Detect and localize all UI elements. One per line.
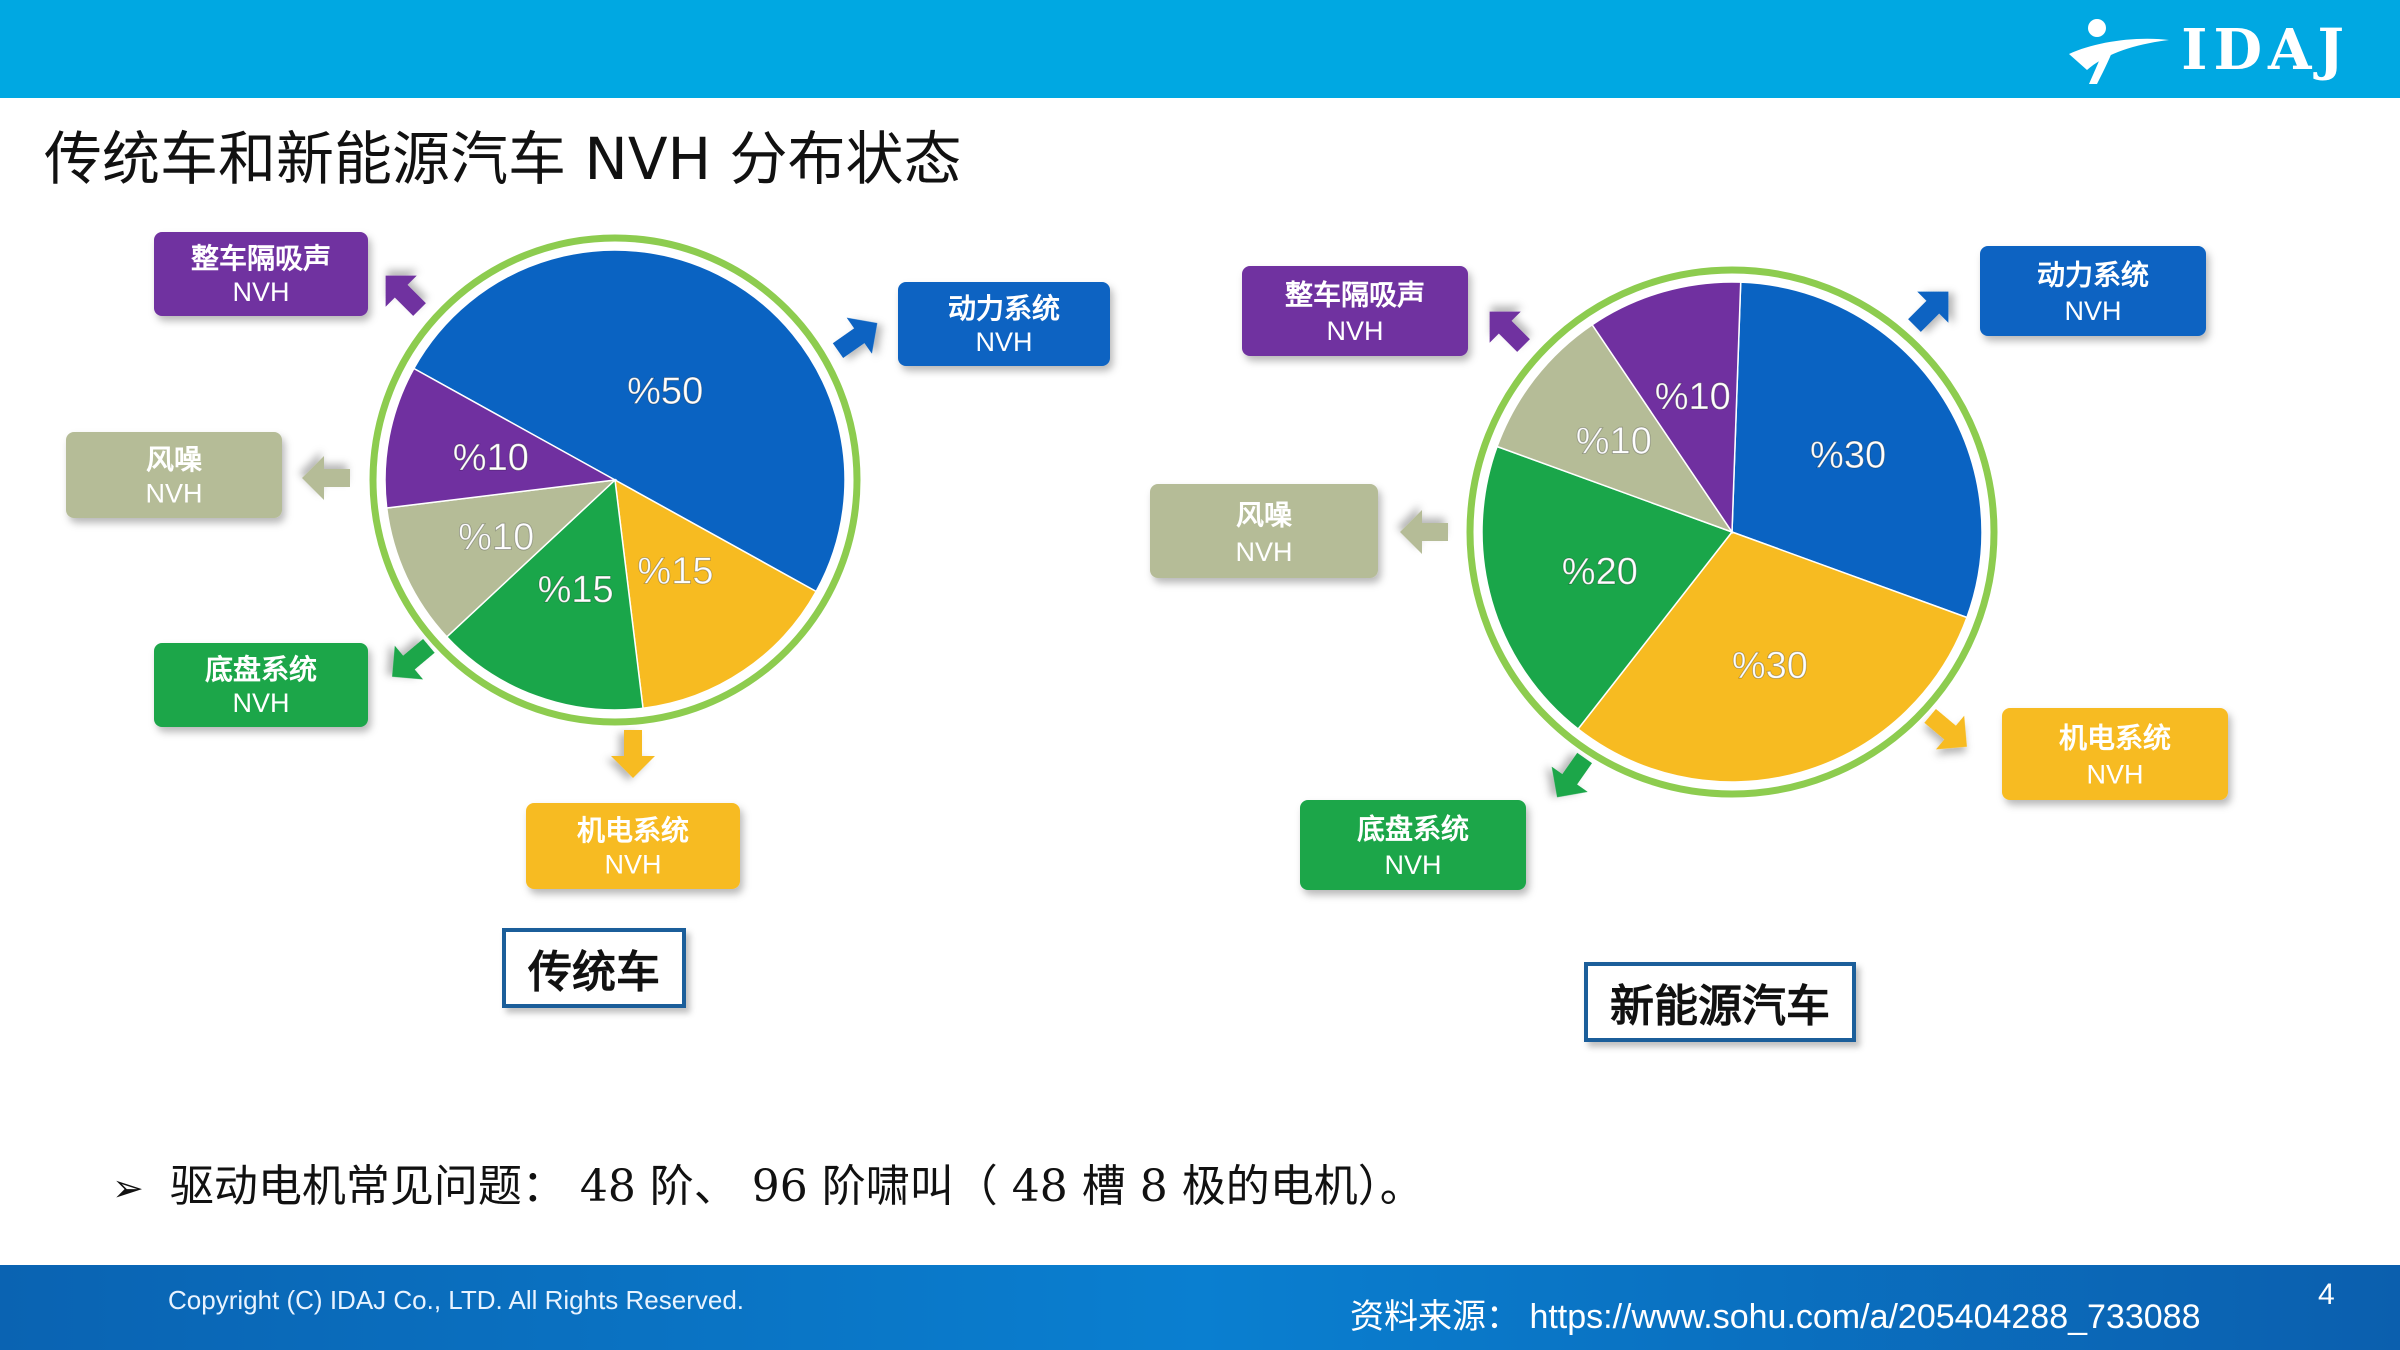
callout-line1: 风噪 — [1236, 498, 1292, 531]
callout-body-insulation: 整车隔吸声 NVH — [1242, 266, 1468, 356]
callout-line2: NVH — [2064, 296, 2121, 326]
page-title: 传统车和新能源汽车 NVH 分布状态 — [44, 125, 962, 193]
callout-line1: 机电系统 — [2059, 722, 2171, 755]
callout-box — [898, 282, 1110, 366]
page-number: 4 — [2318, 1278, 2335, 1311]
pie-label-wind-noise: %10 — [1576, 421, 1652, 463]
callout-line2: NVH — [1384, 850, 1441, 880]
callout-line1: 机电系统 — [577, 814, 689, 847]
pie-slice-chassis — [1481, 445, 1734, 731]
callout-box — [154, 643, 368, 727]
block-arrow-icon — [1908, 291, 1949, 332]
pie-slice-powertrain — [412, 249, 846, 593]
callout-box — [1300, 800, 1526, 890]
callout-line1: 风噪 — [146, 443, 202, 476]
pie-label-chassis: %20 — [1562, 551, 1638, 593]
pie-slice-body-insulation — [384, 367, 618, 509]
callout-line1: 底盘系统 — [1357, 813, 1469, 846]
callout-line2: NVH — [975, 327, 1032, 357]
block-arrow-icon — [1924, 708, 1967, 750]
callout-line1: 整车隔吸声 — [1285, 279, 1425, 312]
pie-chart-traditional: %50%15%15%10%10 — [369, 234, 861, 726]
footer-bar — [0, 1265, 2400, 1350]
callout-box — [1980, 246, 2206, 336]
logo-swoosh-icon — [2069, 19, 2170, 84]
callout-electromechanical: 机电系统 NVH — [2002, 708, 2228, 800]
callout-box — [2002, 708, 2228, 800]
block-arrow-icon — [392, 638, 435, 680]
callout-layer: 整车隔吸声NVH动力系统NVH风噪NVH底盘系统NVH机电系统NVH整车隔吸声N… — [66, 232, 2228, 890]
callout-line2: NVH — [232, 688, 289, 718]
callout-chassis: 底盘系统 NVH — [1300, 800, 1526, 890]
pie-label-electromechanical: %15 — [637, 551, 713, 593]
block-arrow-icon — [1489, 311, 1530, 352]
source-link[interactable]: 资料来源： https://www.sohu.com/a/205404288_7… — [1350, 1298, 2201, 1336]
callout-powertrain: 动力系统 NVH — [1980, 246, 2206, 336]
pie-label-chassis: %15 — [538, 569, 614, 611]
callout-box — [1242, 266, 1468, 356]
pie-label-wind-noise: %10 — [458, 516, 534, 558]
copyright-text: Copyright (C) IDAJ Co., LTD. All Rights … — [168, 1285, 745, 1315]
chart-title-traditional: 传统车 — [502, 928, 686, 1008]
idaj-logo: IDAJ — [2065, 14, 2350, 86]
callout-line2: NVH — [1326, 316, 1383, 346]
pie-label-powertrain: %30 — [1810, 435, 1886, 477]
callout-line2: NVH — [604, 850, 661, 880]
callout-line2: NVH — [145, 479, 202, 509]
pie-label-electromechanical: %30 — [1732, 645, 1808, 687]
block-arrow-icon — [302, 456, 350, 500]
bullet-item: ➢ 驱动电机常见问题： 48 阶、 96 阶啸叫（ 48 槽 8 极的电机）。 — [112, 1150, 1424, 1214]
pie-label-body-insulation: %10 — [1655, 376, 1731, 418]
callout-box — [66, 432, 282, 518]
callout-box — [526, 803, 740, 889]
pie-slice-powertrain — [1731, 281, 1983, 619]
callout-line1: 整车隔吸声 — [191, 242, 331, 275]
pie-slice-wind-noise — [1496, 323, 1734, 534]
block-arrow-icon — [832, 317, 878, 358]
pie-slice-chassis — [445, 478, 644, 711]
callout-box — [154, 232, 368, 316]
callout-box — [1150, 484, 1378, 578]
pie-slice-body-insulation — [1591, 281, 1742, 535]
pie-label-body-insulation: %10 — [453, 437, 529, 479]
bullet-text: 驱动电机常见问题： 48 阶、 96 阶啸叫（ 48 槽 8 极的电机）。 — [169, 1161, 1424, 1212]
callout-wind-noise: 风噪 NVH — [1150, 484, 1378, 578]
block-arrow-icon — [1400, 510, 1448, 554]
block-arrow-icon — [1551, 752, 1592, 798]
chart-title-new-energy: 新能源汽车 — [1584, 962, 1856, 1042]
callout-line1: 底盘系统 — [205, 653, 317, 686]
block-arrow-icon — [611, 730, 655, 778]
pie-slice-wind-noise — [385, 478, 618, 638]
pie-chart-new-energy: %30 %30 %20 %10%10 — [1466, 266, 1998, 798]
bullet-arrow-icon: ➢ — [112, 1166, 144, 1210]
pie-label-powertrain: %50 — [627, 370, 703, 412]
callout-line1: 动力系统 — [948, 292, 1060, 325]
pie-slice-electromechanical — [614, 478, 818, 710]
callout-line2: NVH — [232, 277, 289, 307]
pie-slice-electromechanical — [1577, 531, 1968, 783]
callout-line2: NVH — [2086, 759, 2143, 789]
block-arrow-icon — [385, 275, 426, 316]
callout-line1: 动力系统 — [2037, 259, 2149, 292]
callout-line2: NVH — [1235, 537, 1292, 567]
header-bar — [0, 0, 2400, 98]
logo-text: IDAJ — [2181, 17, 2350, 83]
